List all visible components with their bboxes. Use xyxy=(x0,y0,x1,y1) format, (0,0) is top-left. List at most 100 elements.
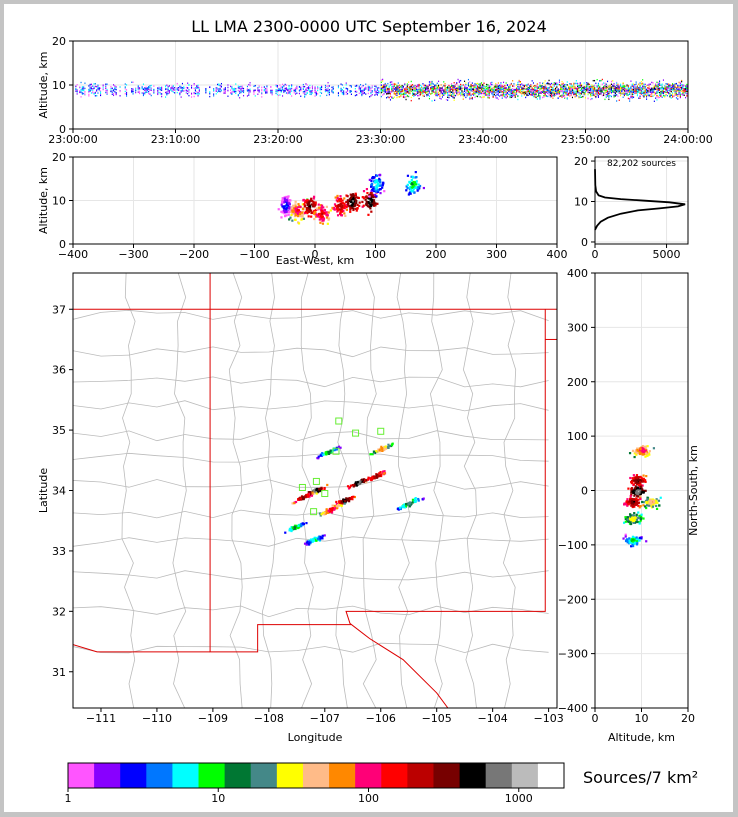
density-cell xyxy=(353,202,357,205)
source-point xyxy=(258,86,260,88)
source-point xyxy=(258,89,260,91)
source-point xyxy=(517,83,519,86)
source-point xyxy=(179,85,181,88)
source-point xyxy=(609,94,611,97)
source-point xyxy=(636,94,638,97)
source-point xyxy=(620,86,622,89)
source-point xyxy=(679,89,681,91)
source-point xyxy=(597,87,599,89)
source-point xyxy=(496,93,498,96)
source-point xyxy=(142,91,144,94)
source-point xyxy=(389,91,391,93)
county-line xyxy=(262,273,276,708)
source-point xyxy=(664,85,666,87)
source-point xyxy=(261,92,263,94)
source-point xyxy=(565,83,567,86)
source-point xyxy=(630,91,632,93)
source-point xyxy=(657,95,659,98)
source-point xyxy=(232,91,234,93)
density-cell xyxy=(350,205,353,208)
source-point xyxy=(254,89,256,92)
source-point xyxy=(157,87,159,89)
source-point xyxy=(349,84,351,87)
source-point xyxy=(218,83,220,85)
source-point xyxy=(649,83,651,85)
source-point xyxy=(456,82,458,84)
source-point xyxy=(631,93,633,96)
density-cell xyxy=(285,204,288,208)
source-point xyxy=(153,91,155,93)
source-point xyxy=(500,89,502,92)
source-point xyxy=(605,85,607,88)
source-point xyxy=(438,87,440,89)
density-cell xyxy=(354,198,357,201)
source-point xyxy=(677,84,679,87)
source-point xyxy=(499,88,501,91)
source-point xyxy=(467,84,469,86)
source-point xyxy=(505,86,507,89)
source-point xyxy=(519,81,521,84)
source-point xyxy=(393,82,395,85)
source-point xyxy=(497,94,499,97)
source-point xyxy=(596,90,598,93)
source-point xyxy=(223,89,225,91)
source-point xyxy=(393,91,395,94)
source-point xyxy=(457,86,459,88)
source-point xyxy=(248,83,250,86)
source-point xyxy=(458,80,460,82)
source-point xyxy=(224,87,226,89)
source-point xyxy=(302,87,304,90)
source-point xyxy=(363,89,365,92)
source-point xyxy=(582,86,584,89)
source-point xyxy=(298,86,300,88)
source-point xyxy=(479,83,481,85)
plot-frame xyxy=(72,156,558,245)
source-point xyxy=(495,83,497,86)
source-point xyxy=(669,85,671,88)
density-cell xyxy=(315,491,318,494)
source-point xyxy=(534,91,536,93)
source-point xyxy=(583,82,585,84)
source-point xyxy=(217,83,219,86)
source-point xyxy=(404,83,406,86)
source-point xyxy=(382,80,384,82)
source-point xyxy=(668,87,670,89)
source-point xyxy=(445,98,447,101)
source-point xyxy=(451,88,453,90)
source-point xyxy=(601,87,603,89)
source-point xyxy=(404,90,406,92)
source-point xyxy=(431,92,433,94)
source-point xyxy=(574,91,576,93)
source-point xyxy=(423,95,425,97)
source-point xyxy=(478,93,480,96)
source-point xyxy=(529,91,531,94)
source-point xyxy=(640,83,642,85)
source-point xyxy=(464,86,466,89)
density-cell xyxy=(369,207,372,210)
source-point xyxy=(551,86,553,88)
source-point xyxy=(548,79,550,82)
source-point xyxy=(665,91,667,94)
source-point xyxy=(530,93,532,96)
source-point xyxy=(396,92,398,95)
source-point xyxy=(512,90,514,92)
source-point xyxy=(280,90,282,92)
source-point xyxy=(448,90,450,92)
source-point xyxy=(535,89,537,91)
source-point xyxy=(475,84,477,86)
density-cell xyxy=(369,477,372,480)
density-cell xyxy=(337,504,340,507)
source-point xyxy=(495,84,497,87)
density-cell xyxy=(318,207,321,210)
source-point xyxy=(198,89,200,91)
source-point xyxy=(516,87,518,89)
source-point xyxy=(181,90,183,92)
source-point xyxy=(412,84,414,86)
source-point xyxy=(430,87,432,90)
source-point xyxy=(648,95,650,97)
source-point xyxy=(279,94,281,96)
source-point xyxy=(304,91,306,93)
source-point xyxy=(562,91,564,93)
source-point xyxy=(419,90,421,92)
source-point xyxy=(672,89,674,91)
